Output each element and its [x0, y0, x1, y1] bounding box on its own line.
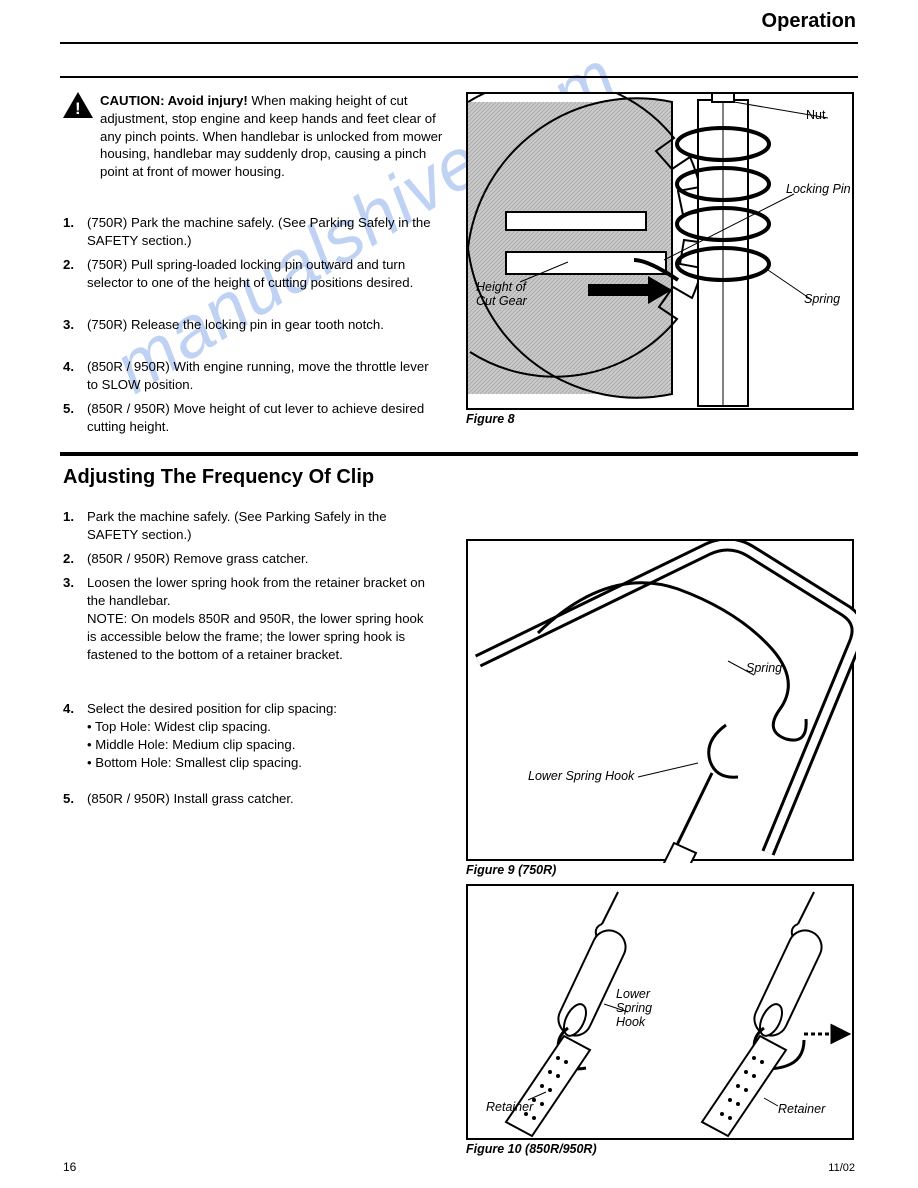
- figure-9-svg: [468, 541, 856, 863]
- figure-8-svg: [468, 94, 856, 412]
- s1-step-1: 1.(750R) Park the machine safely. (See P…: [63, 214, 435, 250]
- rule-top-1: [60, 42, 858, 44]
- s2-step-1: 1.Park the machine safely. (See Parking …: [63, 508, 435, 544]
- caution-block: CAUTION: Avoid injury! When making heigh…: [100, 92, 443, 181]
- s1-step-5: 5.(850R / 950R) Move height of cut lever…: [63, 400, 435, 436]
- rule-top-2: [60, 76, 858, 78]
- s2-step-2: 2.(850R / 950R) Remove grass catcher.: [63, 550, 435, 568]
- section2-title: Adjusting The Frequency Of Clip: [63, 466, 374, 489]
- figure-10-caption: Figure 10 (850R/950R): [466, 1142, 597, 1156]
- figure-9-caption: Figure 9 (750R): [466, 863, 556, 877]
- s1-step-2: 2.(750R) Pull spring-loaded locking pin …: [63, 256, 435, 292]
- figure-8-caption: Figure 8: [466, 412, 515, 426]
- header-title: Operation: [762, 10, 856, 33]
- caution-title: CAUTION: Avoid injury!: [100, 93, 248, 108]
- s2-step-4: 4.Select the desired position for clip s…: [63, 700, 435, 772]
- figure-8-box: Nut Locking Pin Height of Cut Gear Sprin…: [466, 92, 854, 410]
- s2-step-5: 5.(850R / 950R) Install grass catcher.: [63, 790, 435, 808]
- caution-icon: [63, 92, 93, 118]
- page-date: 11/02: [828, 1162, 855, 1174]
- rule-section: [60, 452, 858, 456]
- s2-step-3: 3.Loosen the lower spring hook from the …: [63, 574, 435, 664]
- s1-step-3: 3.(750R) Release the locking pin in gear…: [63, 316, 435, 334]
- s1-step-4: 4.(850R / 950R) With engine running, mov…: [63, 358, 435, 394]
- page-number: 16: [63, 1160, 76, 1174]
- figure-10-svg: [468, 886, 856, 1142]
- figure-9-box: Spring Lower Spring Hook: [466, 539, 854, 861]
- figure-10-box: Lower Spring Hook Retainer Retainer: [466, 884, 854, 1140]
- page: manualshive.com Operation CAUTION: Avoid…: [0, 0, 918, 1188]
